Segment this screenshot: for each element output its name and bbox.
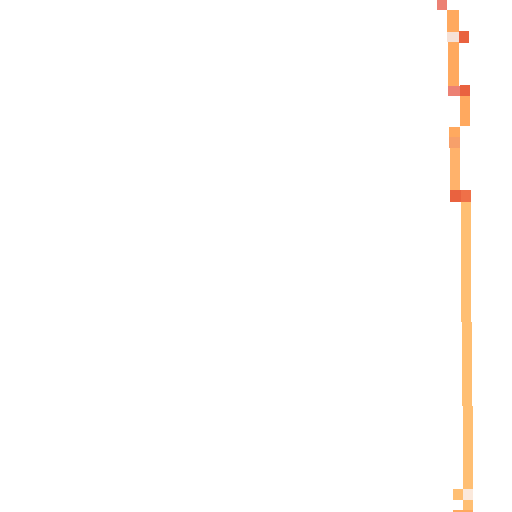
route-segment — [453, 489, 463, 500]
route-segment — [448, 42, 459, 86]
route-segment — [450, 148, 460, 190]
route-line — [437, 0, 473, 512]
route-segment — [461, 202, 471, 322]
route-segment — [449, 137, 460, 148]
route-segment — [453, 510, 473, 512]
route-segment — [460, 85, 470, 96]
route-segment — [447, 10, 459, 32]
route-segment — [459, 31, 469, 43]
route-segment — [461, 190, 471, 202]
route-segment — [460, 96, 470, 126]
route-segment — [463, 406, 473, 490]
route-segment — [447, 32, 459, 42]
route-segment — [462, 322, 472, 406]
route-segment — [463, 489, 473, 500]
route-segment — [463, 500, 473, 510]
route-segment — [449, 127, 460, 137]
route-segment — [448, 86, 460, 96]
route-segment — [450, 190, 461, 202]
route-segment — [437, 0, 447, 10]
